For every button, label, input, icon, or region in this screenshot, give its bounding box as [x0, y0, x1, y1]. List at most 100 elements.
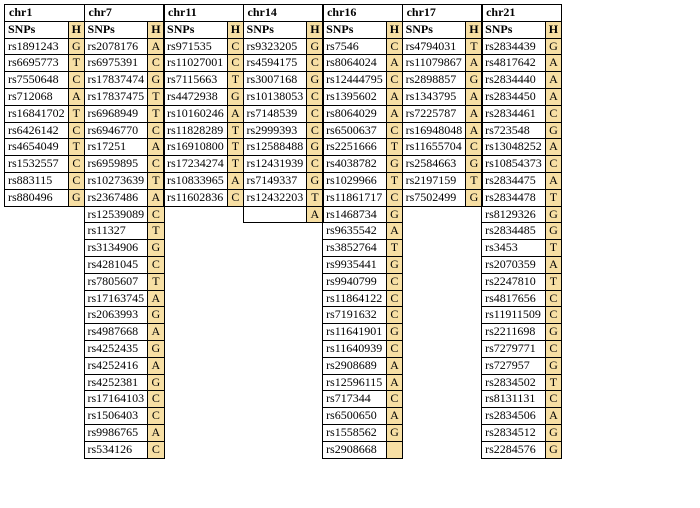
snp-cell: rs16910800: [164, 139, 228, 156]
h-header: H: [148, 21, 164, 38]
snp-cell: rs1891243: [5, 38, 69, 55]
table-row: rs17234274T: [164, 156, 244, 173]
table-row: rs12588488G: [243, 139, 323, 156]
snp-cell: rs9940799: [323, 273, 387, 290]
table-row: rs8129326G: [482, 206, 562, 223]
snp-cell: rs534126: [84, 441, 148, 458]
table-row: rs883115C: [5, 172, 85, 189]
table-row: rs2584663G: [402, 156, 482, 173]
table-row: rs9323205G: [243, 38, 323, 55]
table-row: rs2284576G: [482, 441, 562, 458]
h-cell: T: [545, 374, 561, 391]
table-row: rs12444795C: [323, 72, 403, 89]
table-row: rs11864122C: [323, 290, 403, 307]
table-row: rs4817642A: [482, 55, 562, 72]
h-cell: A: [68, 88, 84, 105]
h-cell: A: [545, 55, 561, 72]
table-row: rs4281045C: [84, 256, 164, 273]
h-cell: G: [307, 139, 323, 156]
h-cell: T: [227, 122, 243, 139]
chrom-table: chr1SNPsHrs1891243Grs6695773Trs7550648Cr…: [4, 4, 85, 207]
snp-cell: rs17234274: [164, 156, 228, 173]
snp-header: SNPs: [323, 21, 387, 38]
snp-cell: rs2367486: [84, 189, 148, 206]
table-row: rs2908668: [323, 441, 403, 458]
snp-cell: rs10138053: [243, 88, 307, 105]
h-cell: C: [545, 391, 561, 408]
table-row: rs10160246A: [164, 105, 244, 122]
h-cell: A: [148, 38, 164, 55]
h-cell: T: [227, 72, 243, 89]
table-row: rs6500637C: [323, 122, 403, 139]
h-header: H: [466, 21, 482, 38]
table-row: rs971535C: [164, 38, 244, 55]
snp-cell: rs880496: [5, 189, 69, 206]
h-cell: A: [466, 55, 482, 72]
table-row: rs6968949T: [84, 105, 164, 122]
table-row: rs10138053C: [243, 88, 323, 105]
h-cell: C: [386, 122, 402, 139]
table-row: rs9986765A: [84, 424, 164, 441]
table-row: rs7279771C: [482, 340, 562, 357]
table-row: rs712068A: [5, 88, 85, 105]
table-row: rs11911509C: [482, 307, 562, 324]
snp-cell: rs6695773: [5, 55, 69, 72]
chrom-table: chr11SNPsHrs971535Crs11027001Crs7115663T…: [163, 4, 244, 207]
chrom-title: chr7: [84, 5, 164, 22]
table-row: rs2834461C: [482, 105, 562, 122]
table-row: rs7550648C: [5, 72, 85, 89]
snp-cell: rs9935441: [323, 256, 387, 273]
table-row: rs12432203T: [243, 189, 323, 206]
table-row: rs16910800T: [164, 139, 244, 156]
snp-cell: rs9323205: [243, 38, 307, 55]
snp-cell: rs11327: [84, 223, 148, 240]
h-cell: C: [545, 290, 561, 307]
table-row: rs6959895C: [84, 156, 164, 173]
snp-cell: rs6500637: [323, 122, 387, 139]
snp-cell: rs6500650: [323, 408, 387, 425]
h-cell: G: [148, 72, 164, 89]
h-cell: C: [148, 408, 164, 425]
snp-cell: rs727957: [482, 357, 546, 374]
table-row: rs4817656C: [482, 290, 562, 307]
h-cell: A: [148, 290, 164, 307]
table-row: rs7148539C: [243, 105, 323, 122]
h-cell: A: [227, 172, 243, 189]
snp-cell: rs2908689: [323, 357, 387, 374]
h-header: H: [545, 21, 561, 38]
snp-cell: rs17163745: [84, 290, 148, 307]
h-cell: G: [307, 38, 323, 55]
table-row: rs880496G: [5, 189, 85, 206]
snp-cell: rs2584663: [402, 156, 466, 173]
table-row: rs11602836C: [164, 189, 244, 206]
h-cell: A: [148, 357, 164, 374]
table-row: rs3134906G: [84, 240, 164, 257]
snp-cell: rs17251: [84, 139, 148, 156]
h-cell: C: [148, 122, 164, 139]
h-cell: G: [386, 424, 402, 441]
snp-cell: rs4281045: [84, 256, 148, 273]
chrom-title: chr1: [5, 5, 85, 22]
h-cell: G: [148, 307, 164, 324]
snp-cell: rs8131131: [482, 391, 546, 408]
h-cell: C: [68, 122, 84, 139]
h-cell: G: [68, 38, 84, 55]
snp-cell: rs2834502: [482, 374, 546, 391]
h-cell: C: [227, 189, 243, 206]
table-row: rs1029966T: [323, 172, 403, 189]
snp-cell: rs6968949: [84, 105, 148, 122]
snp-cell: rs6426142: [5, 122, 69, 139]
chrom-title: chr11: [164, 5, 244, 22]
snp-cell: rs7546: [323, 38, 387, 55]
snp-cell: rs10833965: [164, 172, 228, 189]
table-row: rs1558562G: [323, 424, 403, 441]
h-cell: T: [545, 189, 561, 206]
h-cell: G: [545, 206, 561, 223]
h-cell: A: [148, 424, 164, 441]
snp-cell: rs717344: [323, 391, 387, 408]
snp-cell: rs12431939: [243, 156, 307, 173]
h-cell: C: [466, 139, 482, 156]
h-cell: T: [148, 172, 164, 189]
snp-header: SNPs: [164, 21, 228, 38]
snp-cell: rs4252435: [84, 340, 148, 357]
